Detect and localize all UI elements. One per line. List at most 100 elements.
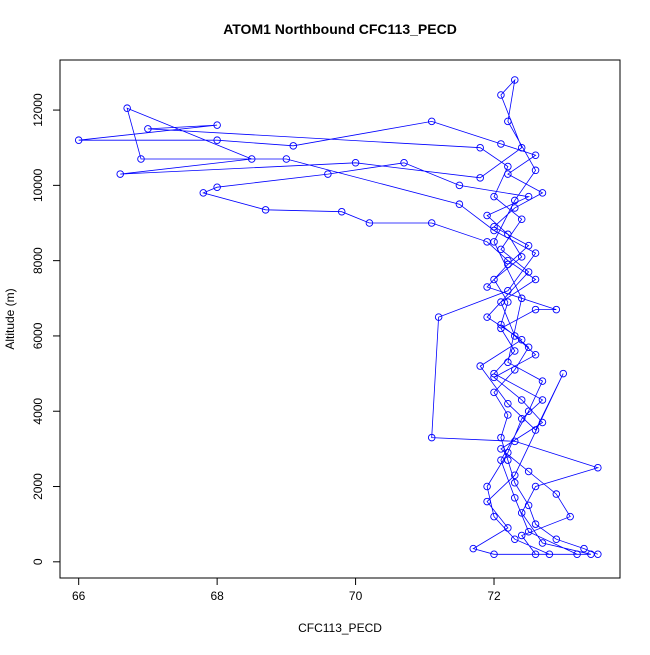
- data-point: [497, 298, 505, 306]
- data-point: [538, 418, 547, 427]
- x-axis-label: CFC113_PECD: [298, 621, 382, 635]
- data-point: [517, 531, 526, 540]
- data-point: [511, 366, 519, 374]
- data-point: [351, 159, 360, 167]
- data-point: [504, 287, 512, 295]
- x-tick-label: 68: [210, 589, 224, 603]
- data-point: [524, 192, 533, 201]
- data-point: [517, 509, 526, 517]
- data-point: [497, 245, 505, 254]
- data-point: [483, 283, 491, 291]
- plot-frame: [59, 59, 621, 579]
- data-point: [517, 215, 526, 223]
- data-point: [427, 117, 436, 126]
- data-point: [511, 479, 519, 487]
- data-point: [365, 219, 374, 227]
- data-point: [483, 482, 491, 491]
- data-point: [524, 407, 533, 415]
- data-point: [552, 535, 561, 543]
- data-point: [511, 332, 519, 340]
- data-point: [483, 313, 491, 321]
- data-point: [504, 230, 512, 239]
- data-point: [559, 369, 567, 378]
- data-point: [511, 76, 519, 84]
- data-point: [538, 377, 547, 385]
- y-tick-label: 4000: [31, 398, 45, 425]
- data-point: [504, 117, 512, 126]
- data-point: [511, 196, 519, 205]
- data-point: [490, 373, 498, 382]
- data-point: [531, 151, 540, 159]
- data-point: [531, 249, 540, 257]
- data-point: [531, 482, 540, 491]
- data-point: [531, 275, 540, 284]
- data-point: [552, 490, 561, 498]
- data-point: [511, 494, 519, 502]
- x-tick-label: 70: [349, 589, 363, 603]
- data-point: [504, 162, 512, 171]
- data-point: [504, 411, 512, 419]
- data-point: [123, 104, 131, 112]
- data-point: [511, 204, 519, 212]
- data-point: [261, 206, 270, 214]
- data-point: [282, 155, 291, 163]
- data-point: [213, 121, 221, 129]
- y-tick-label: 8000: [31, 247, 45, 274]
- y-tick-label: 10000: [31, 168, 45, 202]
- data-point: [490, 238, 498, 246]
- data-point: [524, 268, 533, 276]
- data-point: [511, 471, 519, 479]
- data-point: [531, 426, 540, 434]
- data-point: [517, 143, 526, 152]
- data-point: [517, 294, 526, 303]
- data-point: [427, 433, 436, 442]
- data-point: [469, 544, 478, 553]
- data-point: [573, 550, 581, 559]
- data-point: [517, 335, 526, 344]
- data-point: [213, 183, 221, 191]
- data-point: [504, 170, 512, 178]
- data-point: [504, 256, 512, 265]
- data-point: [427, 219, 436, 227]
- data-point: [511, 347, 519, 355]
- data-point: [483, 211, 491, 220]
- data-point: [511, 437, 519, 446]
- data-point: [434, 313, 443, 321]
- data-line: [78, 78, 600, 555]
- data-point: [490, 512, 498, 521]
- data-point: [531, 351, 540, 359]
- data-point: [504, 260, 512, 269]
- data-point: [497, 433, 505, 442]
- data-point: [538, 539, 547, 547]
- data-point: [524, 527, 533, 536]
- y-tick-label: 6000: [31, 322, 45, 349]
- data-point: [524, 241, 533, 250]
- data-point: [476, 143, 484, 152]
- data-point: [517, 396, 526, 404]
- data-point: [490, 550, 498, 559]
- data-point: [531, 305, 540, 314]
- data-point: [497, 324, 505, 333]
- data-point: [504, 524, 512, 532]
- data-point: [580, 544, 588, 553]
- data-point: [455, 181, 464, 190]
- data-point: [490, 388, 498, 397]
- data-point: [497, 91, 505, 99]
- data-point: [490, 369, 498, 378]
- data-point: [247, 155, 256, 163]
- data-point: [517, 415, 526, 423]
- data-point: [531, 520, 540, 528]
- data-point: [74, 136, 83, 144]
- data-point: [476, 174, 484, 182]
- data-point: [566, 512, 574, 521]
- data-point: [531, 550, 540, 559]
- data-point: [552, 305, 561, 314]
- x-tick-label: 72: [487, 589, 501, 603]
- data-point: [490, 223, 498, 231]
- data-point: [497, 445, 505, 453]
- data-point: [511, 535, 519, 543]
- data-point: [504, 448, 512, 457]
- data-point: [504, 399, 512, 408]
